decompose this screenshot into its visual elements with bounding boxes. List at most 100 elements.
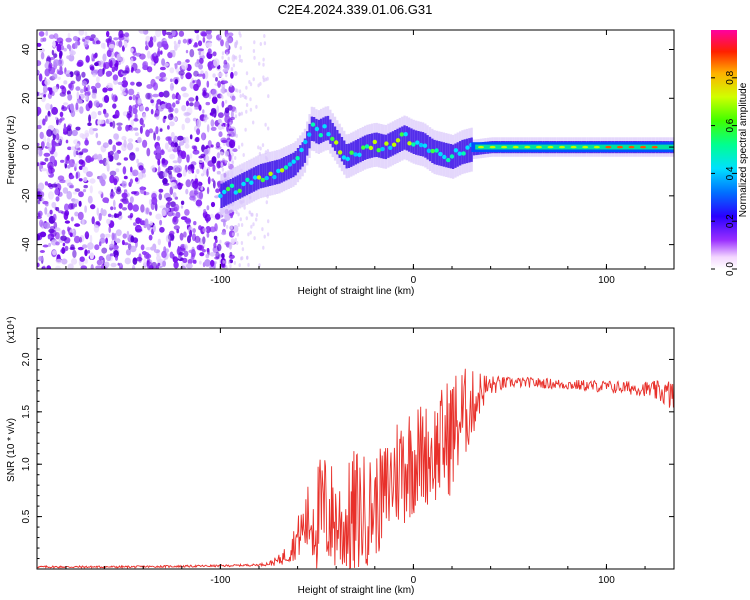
noise-blob — [46, 265, 52, 269]
noise-blob — [202, 92, 210, 99]
noise-blob — [78, 191, 84, 198]
snr-panel: -100 0 100 0.5 1.0 1.5 2.0 Height of straight … — [6, 316, 675, 596]
x-tick-label: -100 — [210, 275, 230, 286]
noise-blob — [263, 41, 267, 46]
noise-blob — [209, 252, 216, 257]
spectrogram-axes: -100 0 100 -40 -20 0 20 40 — [21, 30, 674, 286]
noise-blob — [185, 179, 192, 188]
noise-blob — [167, 210, 174, 217]
noise-blob — [202, 87, 207, 94]
noise-blob — [109, 170, 117, 176]
noise-blob — [143, 257, 147, 267]
noise-blob — [252, 222, 255, 227]
noise-blob — [109, 194, 114, 199]
noise-blob — [162, 76, 168, 81]
noise-blob — [140, 244, 145, 251]
noise-blob — [63, 47, 67, 52]
noise-blob — [227, 162, 231, 167]
noise-blob — [74, 223, 81, 227]
signal-core — [457, 151, 462, 156]
signal-core — [264, 175, 269, 181]
noise-blob — [172, 102, 176, 108]
signal-band — [306, 131, 309, 156]
noise-blob — [148, 128, 154, 134]
noise-blob — [194, 30, 200, 34]
noise-blob — [162, 177, 168, 185]
noise-blob — [159, 72, 166, 79]
signal-core — [268, 171, 273, 176]
noise-blob — [213, 242, 217, 249]
noise-blob — [224, 107, 230, 114]
noise-blob — [207, 140, 212, 149]
signal-band — [313, 117, 316, 142]
signal-band — [445, 142, 448, 168]
signal-band — [273, 160, 276, 185]
signal-core — [395, 138, 401, 143]
signal-peak — [535, 145, 542, 149]
signal-core — [314, 126, 320, 132]
noise-blob — [134, 132, 139, 137]
noise-blob — [234, 156, 237, 160]
noise-blob — [189, 134, 193, 140]
noise-blob — [77, 246, 84, 251]
noise-blob — [37, 42, 42, 47]
noise-blob — [157, 238, 161, 246]
noise-blob — [72, 191, 78, 195]
noise-blob — [130, 119, 135, 127]
noise-blob — [223, 80, 228, 84]
noise-blob — [83, 177, 88, 182]
noise-blob — [55, 116, 58, 120]
noise-blob — [165, 102, 172, 110]
noise-blob — [155, 76, 161, 80]
noise-blob — [239, 217, 242, 222]
noise-blob — [173, 261, 179, 269]
noise-blob — [83, 85, 87, 93]
noise-blob — [78, 200, 82, 207]
noise-blob — [146, 223, 151, 231]
noise-blob — [71, 129, 78, 137]
noise-blob — [245, 71, 249, 76]
signal-peak — [501, 145, 508, 149]
noise-blob — [149, 36, 154, 42]
noise-blob — [176, 172, 183, 178]
noise-blob — [132, 257, 138, 265]
noise-blob — [196, 34, 200, 41]
noise-blob — [106, 49, 112, 58]
noise-blob — [158, 188, 164, 193]
noise-blob — [105, 198, 109, 204]
signal-core — [391, 142, 397, 147]
noise-blob — [57, 70, 64, 75]
noise-blob — [88, 157, 94, 162]
noise-blob — [215, 251, 220, 259]
noise-blob — [236, 232, 239, 237]
noise-blob — [111, 232, 115, 241]
noise-blob — [202, 249, 206, 253]
noise-blob — [182, 169, 187, 177]
signal-band — [338, 133, 341, 158]
noise-blob — [61, 86, 67, 95]
noise-blob — [112, 94, 118, 103]
x-tick-label: 100 — [598, 275, 615, 286]
signal-core — [465, 145, 470, 150]
noise-blob — [177, 135, 184, 141]
snr-x-axis-label: Height of straight line (km) — [298, 585, 415, 596]
colorbar-tick-label: 0.6 — [725, 118, 736, 132]
noise-blob — [37, 124, 42, 130]
noise-blob — [151, 196, 158, 205]
noise-blob — [108, 225, 111, 234]
signal-core — [380, 146, 385, 152]
signal-peak — [559, 145, 565, 149]
noise-blob — [93, 100, 100, 107]
noise-blob — [180, 86, 187, 92]
noise-blob — [182, 38, 188, 44]
noise-blob — [116, 122, 123, 126]
noise-blob — [247, 262, 250, 267]
noise-blob — [123, 157, 129, 161]
noise-blob — [169, 121, 175, 127]
signal-core — [299, 147, 304, 153]
noise-blob — [107, 87, 113, 92]
noise-blob — [51, 201, 57, 209]
noise-blob — [173, 225, 180, 231]
noise-blob — [204, 214, 211, 222]
noise-blob — [167, 200, 171, 205]
